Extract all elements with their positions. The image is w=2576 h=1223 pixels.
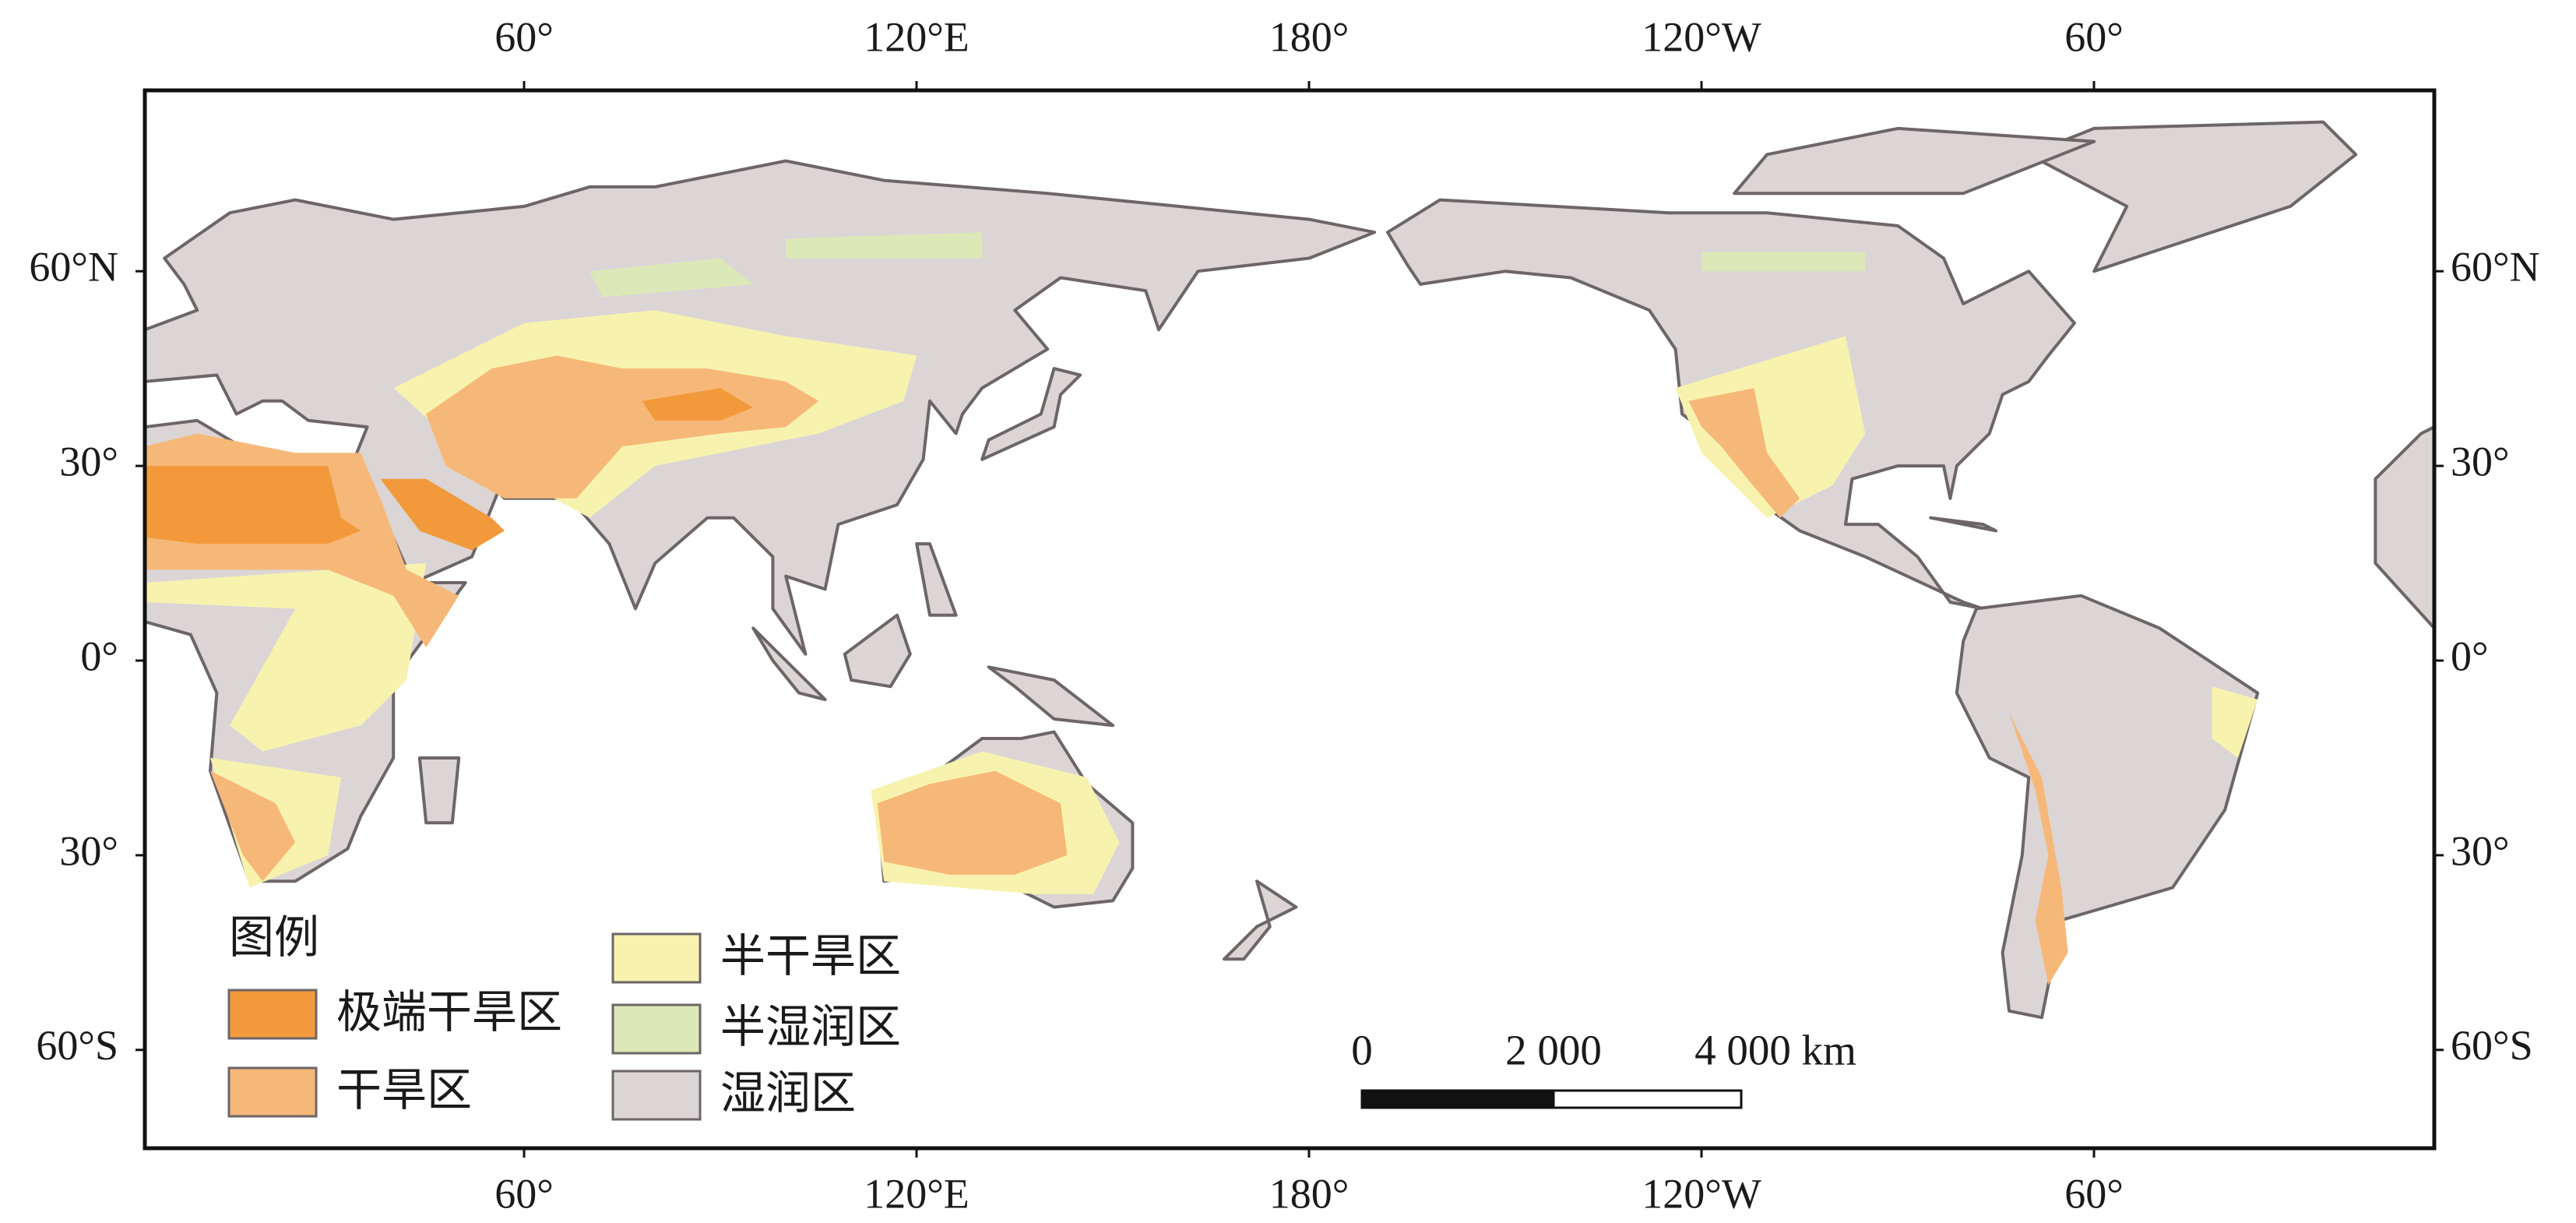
scale-bar-light <box>1552 1089 1743 1109</box>
landmass <box>417 756 461 825</box>
legend-label: 湿润区 <box>720 1066 856 1119</box>
landmass <box>2374 425 2434 630</box>
arid-zone <box>877 770 1068 875</box>
scale-bar: 0 2 000 4 000 km <box>1351 1027 1856 1109</box>
subhumid-zone <box>1701 252 1866 272</box>
semi-arid-zone <box>1675 336 1866 518</box>
legend-swatch <box>227 989 318 1040</box>
landmass <box>1929 516 1998 533</box>
land-layer <box>145 120 2434 1020</box>
legend-swatch <box>611 932 702 984</box>
scale-label: 0 <box>1351 1027 1373 1074</box>
lat-label: 30° <box>2451 438 2510 485</box>
landmass <box>751 626 827 701</box>
landmass <box>915 542 958 617</box>
lon-label: 60° <box>2064 13 2124 60</box>
arid-zone <box>2002 693 2068 985</box>
lat-label: 60°S <box>36 1022 118 1069</box>
scale-bar-dark <box>1360 1089 1555 1109</box>
hyper-arid-zone <box>145 466 361 545</box>
landmass <box>843 613 912 689</box>
lat-label: 30° <box>59 827 118 874</box>
scale-label: 4 000 km <box>1694 1027 1856 1074</box>
landmass <box>987 665 1115 728</box>
lat-label: 30° <box>2451 827 2510 874</box>
landmass <box>1223 879 1298 961</box>
landmass <box>1733 126 2096 196</box>
legend-swatch <box>611 1070 702 1121</box>
semi-arid-zone <box>2212 686 2258 758</box>
lat-label: 0° <box>80 633 118 679</box>
legend-swatch <box>227 1066 318 1118</box>
map-frame <box>143 88 2437 1151</box>
lat-label: 0° <box>2451 633 2489 679</box>
landmass <box>980 367 1082 461</box>
lon-label: 180° <box>1269 1170 1350 1217</box>
arid-zone <box>210 770 296 882</box>
lon-label: 120°W <box>1642 13 1761 60</box>
legend-swatch <box>611 1003 702 1055</box>
landmass <box>2027 120 2358 273</box>
legend-label: 干旱区 <box>336 1063 472 1116</box>
lat-label: 60°N <box>2451 244 2540 291</box>
arid-zone <box>1688 388 1800 518</box>
lon-label: 120°E <box>864 13 970 60</box>
lat-label: 30° <box>59 438 118 485</box>
legend-label: 半湿润区 <box>720 1000 901 1053</box>
legend-label: 半干旱区 <box>720 929 901 982</box>
lon-label: 60° <box>494 13 554 60</box>
legend-label: 极端干旱区 <box>336 985 562 1038</box>
lon-label: 60° <box>494 1170 554 1217</box>
hyper-arid-zone <box>380 478 505 551</box>
lon-label: 120°E <box>864 1170 970 1217</box>
lon-label: 60° <box>2064 1170 2124 1217</box>
lat-label: 60°S <box>2451 1022 2533 1069</box>
hyper-arid-zone <box>642 388 754 421</box>
lat-label: 60°N <box>29 244 118 291</box>
lon-label: 180° <box>1269 13 1350 60</box>
legend-title: 图例 <box>229 911 319 964</box>
landmass <box>1955 594 2260 1020</box>
lon-label: 120°W <box>1642 1170 1761 1217</box>
subhumid-zone <box>786 232 983 259</box>
semi-arid-zone <box>145 563 427 752</box>
scale-label: 2 000 <box>1505 1027 1602 1074</box>
subhumid-zone <box>589 258 754 298</box>
